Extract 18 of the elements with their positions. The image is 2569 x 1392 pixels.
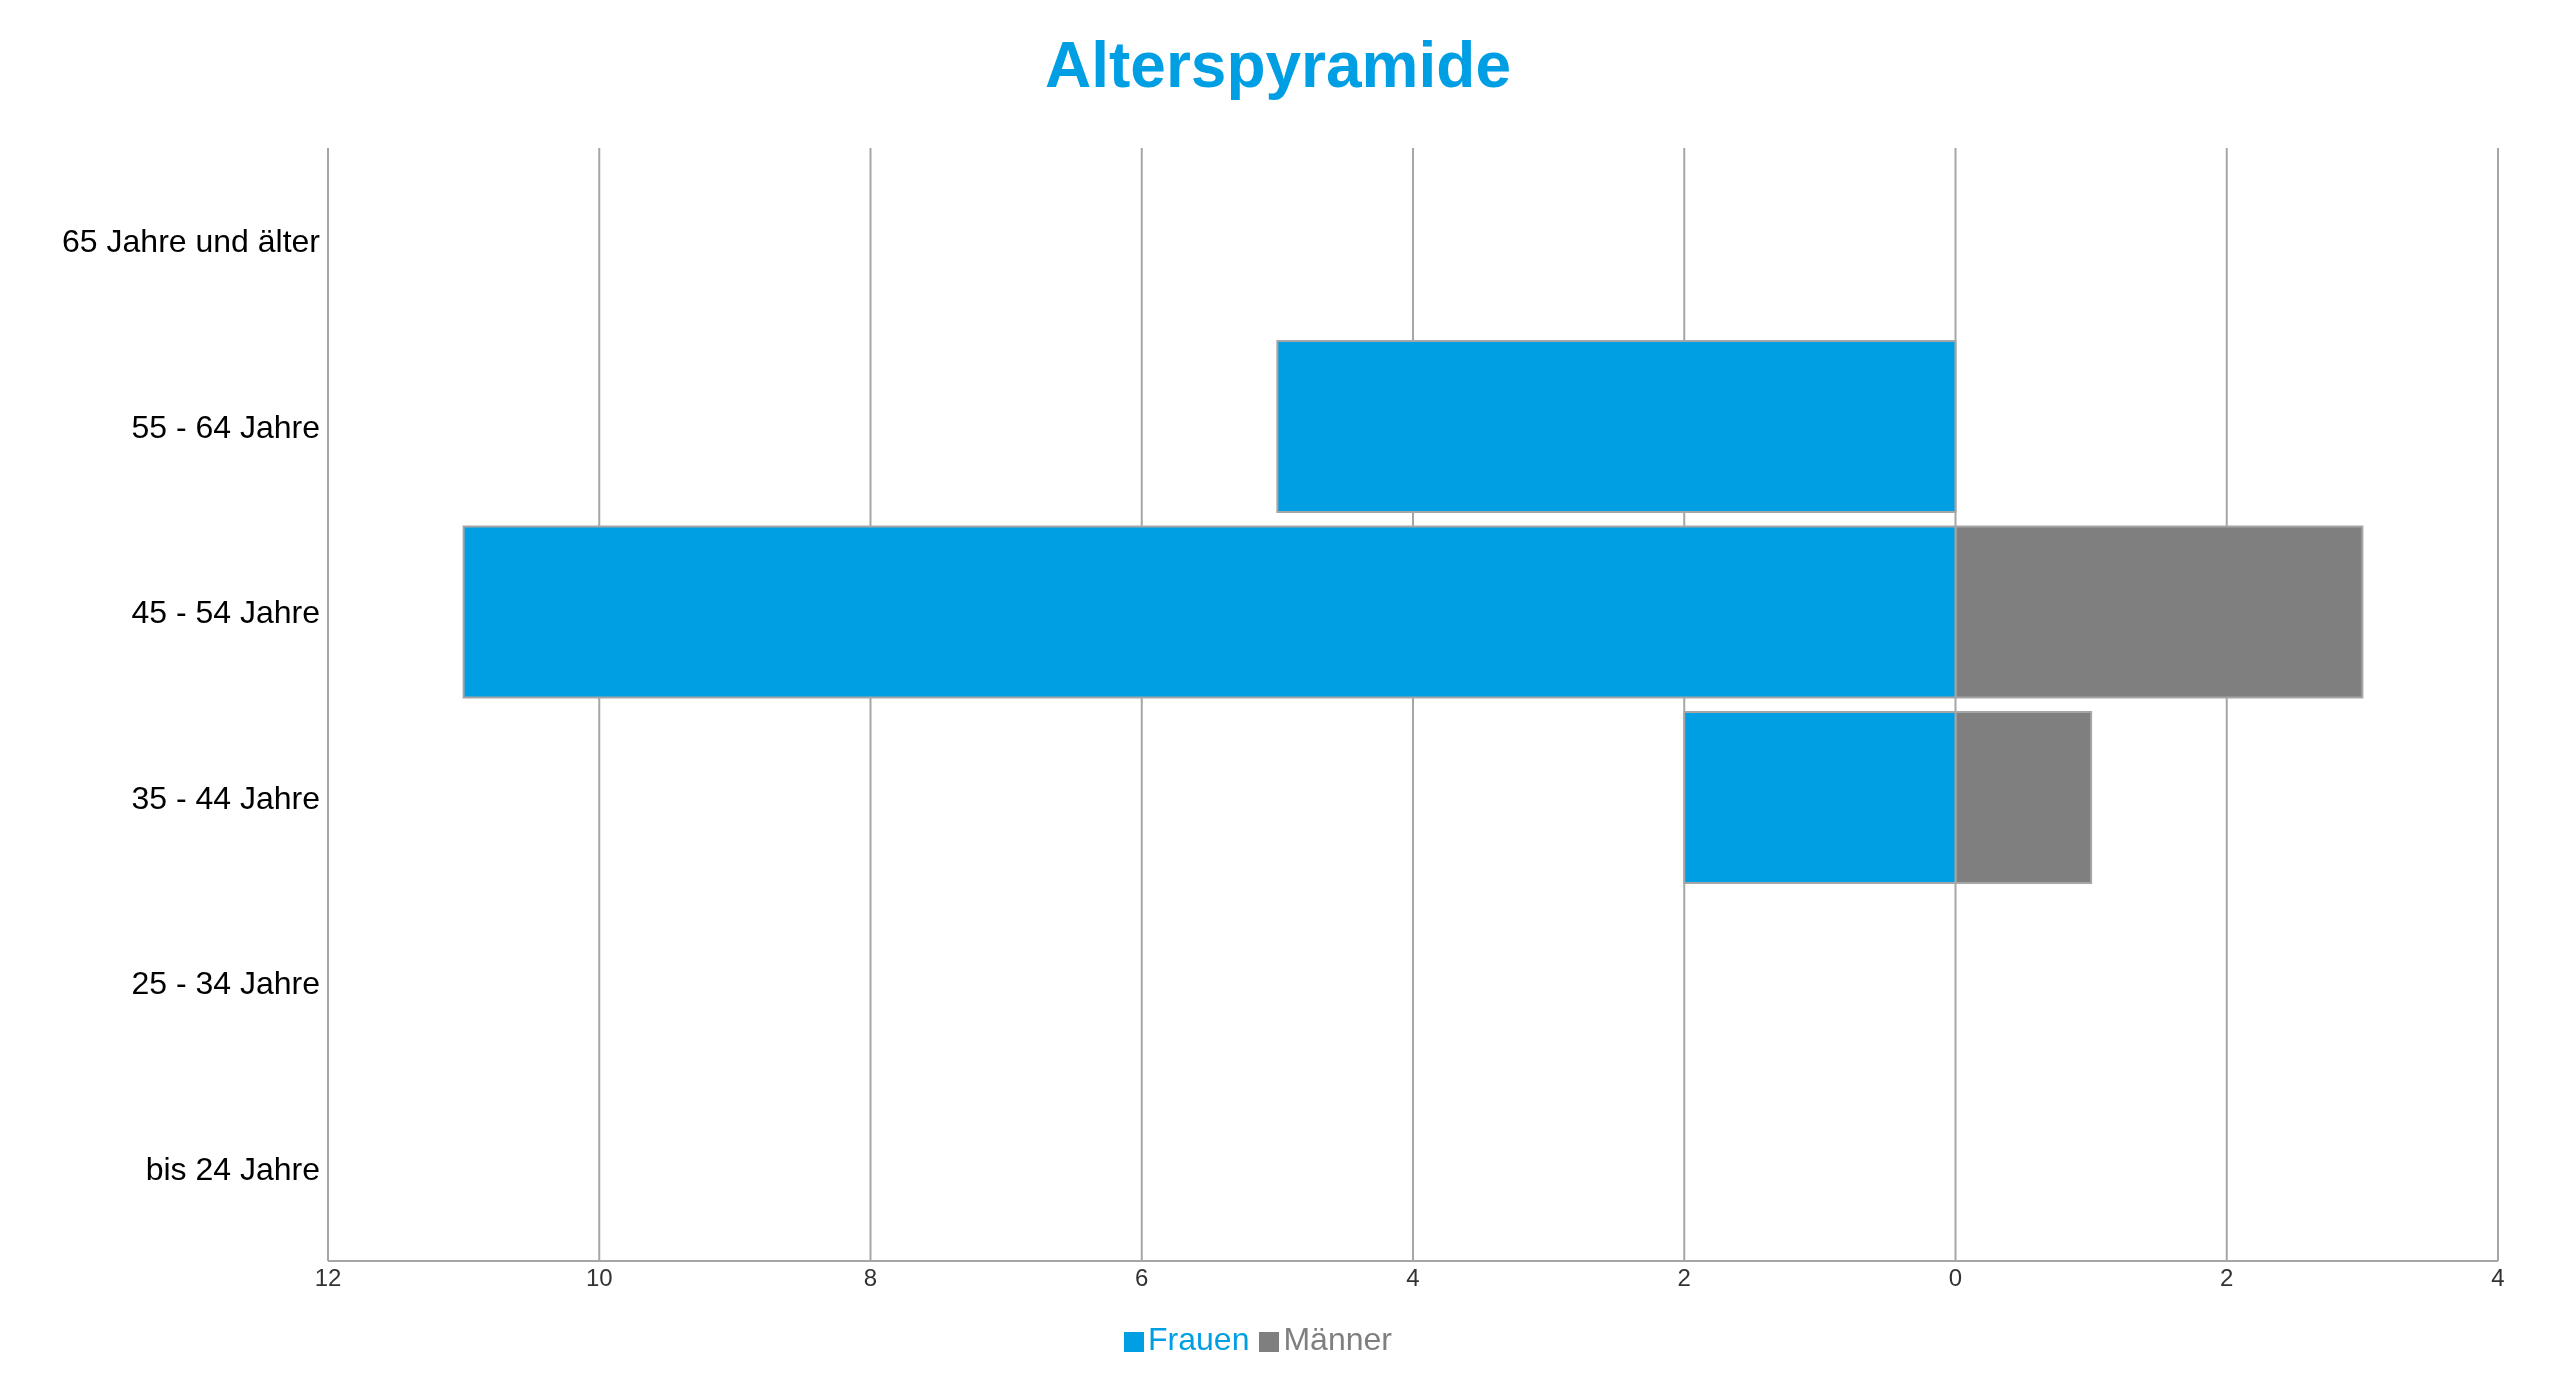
y-tick-label: 35 - 44 Jahre: [131, 779, 320, 816]
y-tick-label: 25 - 34 Jahre: [131, 965, 320, 1002]
x-tick-label: 4: [1406, 1264, 1420, 1292]
x-tick-label: 10: [585, 1264, 613, 1292]
x-tick-label: 8: [863, 1264, 878, 1292]
legend-label: Frauen: [1148, 1321, 1250, 1357]
x-tick-label: 2: [1677, 1264, 1691, 1292]
x-tick-label: 4: [2491, 1264, 2505, 1292]
chart-title: Alterspyramide: [1044, 28, 1512, 103]
x-tick-label: 6: [1135, 1264, 1149, 1292]
y-tick-label: 55 - 64 Jahre: [131, 408, 320, 445]
x-tick-label: 0: [1948, 1264, 1963, 1292]
legend-label: Männer: [1283, 1321, 1392, 1357]
y-tick-label: bis 24 Jahre: [145, 1150, 320, 1187]
x-tick-label: 12: [314, 1264, 342, 1292]
y-tick-label: 45 - 54 Jahre: [131, 594, 320, 631]
x-tick-label: 2: [2220, 1264, 2234, 1292]
y-tick-label: 65 Jahre und älter: [62, 223, 321, 260]
